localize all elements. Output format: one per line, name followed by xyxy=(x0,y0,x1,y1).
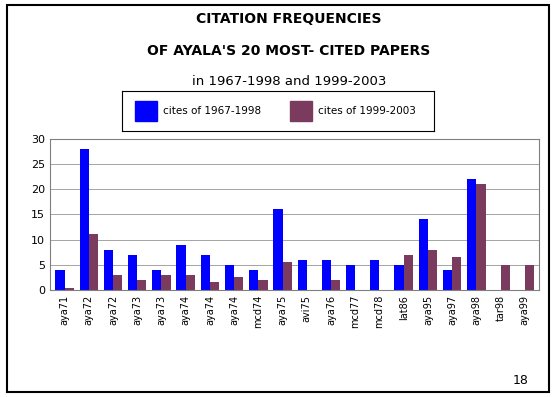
Bar xyxy=(56,270,64,290)
Bar xyxy=(259,280,267,290)
Bar xyxy=(137,280,146,290)
Bar xyxy=(274,209,282,290)
Text: OF AYALA'S 20 MOST- CITED PAPERS: OF AYALA'S 20 MOST- CITED PAPERS xyxy=(147,44,431,58)
Bar xyxy=(186,275,195,290)
Bar xyxy=(419,220,428,290)
Bar xyxy=(428,250,437,290)
Bar xyxy=(282,262,292,290)
Bar xyxy=(152,270,161,290)
Text: cites of 1999-2003: cites of 1999-2003 xyxy=(319,106,416,116)
Text: CITATION FREQUENCIES: CITATION FREQUENCIES xyxy=(196,12,382,26)
Bar xyxy=(64,288,74,290)
Bar xyxy=(290,101,312,121)
Bar xyxy=(201,254,210,290)
Bar xyxy=(322,260,331,290)
Text: 18: 18 xyxy=(512,374,528,387)
Bar xyxy=(331,280,340,290)
Text: cites of 1967-1998: cites of 1967-1998 xyxy=(163,106,261,116)
Bar xyxy=(476,184,485,290)
Bar xyxy=(176,245,186,290)
Bar xyxy=(113,275,122,290)
Bar xyxy=(128,254,137,290)
Bar xyxy=(404,254,413,290)
Bar xyxy=(104,250,113,290)
Bar xyxy=(452,257,461,290)
Bar xyxy=(249,270,259,290)
Bar xyxy=(80,149,89,290)
Bar xyxy=(161,275,171,290)
Bar xyxy=(234,277,244,290)
Bar xyxy=(370,260,379,290)
Bar xyxy=(225,265,234,290)
Bar xyxy=(297,260,307,290)
Bar xyxy=(210,282,219,290)
Bar xyxy=(443,270,452,290)
Bar xyxy=(394,265,404,290)
Bar xyxy=(467,179,476,290)
Text: in 1967-1998 and 1999-2003: in 1967-1998 and 1999-2003 xyxy=(192,75,386,89)
Bar xyxy=(89,235,98,290)
Bar xyxy=(500,265,510,290)
Bar xyxy=(346,265,355,290)
Bar xyxy=(135,101,157,121)
Bar xyxy=(525,265,534,290)
